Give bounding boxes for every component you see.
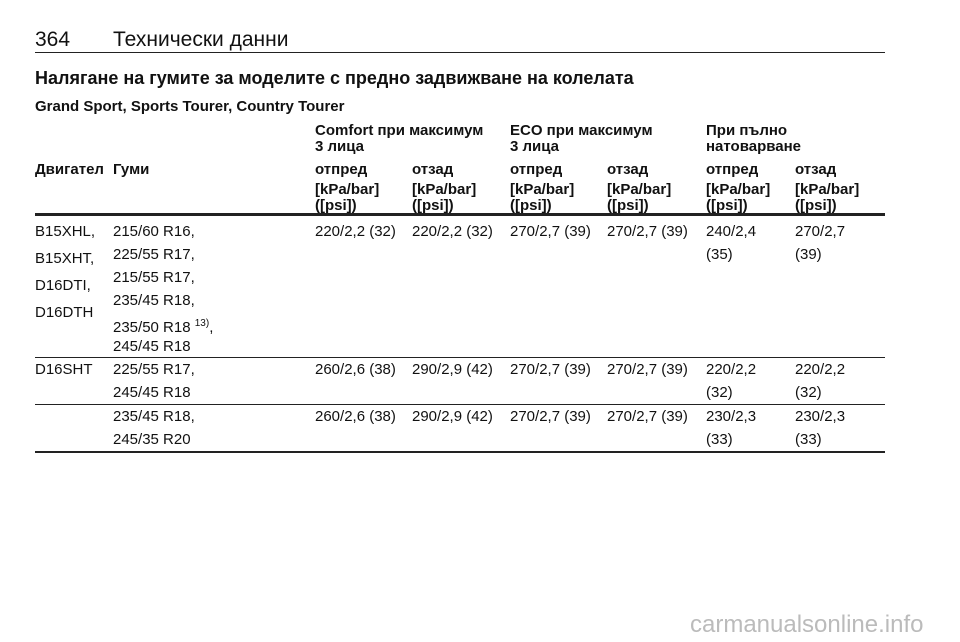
footnote-ref: 13) <box>194 318 210 329</box>
column-header: отпред <box>706 161 759 178</box>
group-header: натоварване <box>706 138 802 155</box>
column-header: отпред <box>315 161 368 178</box>
header-rule <box>35 52 885 53</box>
pressure-value: 270/2,7 (39) <box>510 223 591 240</box>
tire: 225/55 R17, <box>113 361 195 378</box>
pressure-value: 220/2,2 (32) <box>706 361 757 401</box>
pressure-value: 230/2,3 (33) <box>706 408 757 448</box>
engine: D16DTH <box>35 304 94 321</box>
group-header: Comfort при максимум <box>315 122 484 139</box>
unit-label: [kPa/bar] <box>510 181 575 198</box>
pressure-value: 290/2,9 (42) <box>412 408 493 425</box>
column-header: отпред <box>510 161 563 178</box>
unit-label: ([psi]) <box>607 197 649 214</box>
pressure-value: 270/2,7 (39) <box>795 223 846 263</box>
column-header: отзад <box>795 161 837 178</box>
page-number: 364 <box>35 28 71 51</box>
pressure-value: 270/2,7 (39) <box>607 408 688 425</box>
pressure-value: 240/2,4 (35) <box>706 223 757 263</box>
pressure-value: 270/2,7 (39) <box>510 408 591 425</box>
group-header: 3 лица <box>315 138 365 155</box>
group-header: ECO при максимум <box>510 122 653 139</box>
pressure-value: 270/2,7 (39) <box>607 223 688 240</box>
tire: 245/45 R18 <box>113 384 191 401</box>
unit-label: ([psi]) <box>706 197 748 214</box>
column-header: Гуми <box>113 161 150 178</box>
unit-label: ([psi]) <box>315 197 357 214</box>
tire: 235/45 R18, <box>113 408 195 425</box>
unit-label: ([psi]) <box>795 197 837 214</box>
models: Grand Sport, Sports Tourer, Country Tour… <box>35 98 345 115</box>
pressure-value: 220/2,2 (32) <box>315 223 396 240</box>
unit-label: ([psi]) <box>412 197 454 214</box>
tire: 235/45 R18, <box>113 292 195 309</box>
pressure-value: 270/2,7 (39) <box>510 361 591 378</box>
engine: B15XHT, <box>35 250 95 267</box>
pressure-value: 270/2,7 (39) <box>607 361 688 378</box>
punctuation: , <box>209 319 214 336</box>
unit-label: [kPa/bar] <box>706 181 771 198</box>
table-rule <box>35 451 885 453</box>
tire: 215/55 R17, <box>113 269 195 286</box>
tire: 245/45 R18 <box>113 338 191 355</box>
tire: 245/35 R20 <box>113 431 191 448</box>
engine: D16SHT <box>35 361 93 378</box>
pressure-value: 260/2,6 (38) <box>315 408 396 425</box>
unit-label: ([psi]) <box>510 197 552 214</box>
unit-label: [kPa/bar] <box>315 181 380 198</box>
pressure-value: 290/2,9 (42) <box>412 361 493 378</box>
pressure-value: 230/2,3 (33) <box>795 408 846 448</box>
table-rule <box>35 404 885 405</box>
pressure-value: 220/2,2 (32) <box>795 361 846 401</box>
pressure-value: 260/2,6 (38) <box>315 361 396 378</box>
column-header: отзад <box>412 161 454 178</box>
section-title: Налягане на гумите за моделите с предно … <box>35 68 634 88</box>
engine: D16DTI, <box>35 277 91 294</box>
column-header: Двигател <box>35 161 104 178</box>
tire: 215/60 R16, <box>113 223 195 240</box>
tire: 235/50 R18 13), <box>113 318 214 336</box>
page-title: Технически данни <box>113 28 289 51</box>
pressure-value: 220/2,2 (32) <box>412 223 493 240</box>
group-header: При пълно <box>706 122 788 139</box>
table-rule <box>35 357 885 358</box>
engine: B15XHL, <box>35 223 96 240</box>
unit-label: [kPa/bar] <box>795 181 860 198</box>
group-header: 3 лица <box>510 138 560 155</box>
table-rule <box>35 213 885 216</box>
column-header: отзад <box>607 161 649 178</box>
unit-label: [kPa/bar] <box>607 181 672 198</box>
unit-label: [kPa/bar] <box>412 181 477 198</box>
watermark: carmanualsonline.info <box>690 611 924 638</box>
tire: 225/55 R17, <box>113 246 195 263</box>
